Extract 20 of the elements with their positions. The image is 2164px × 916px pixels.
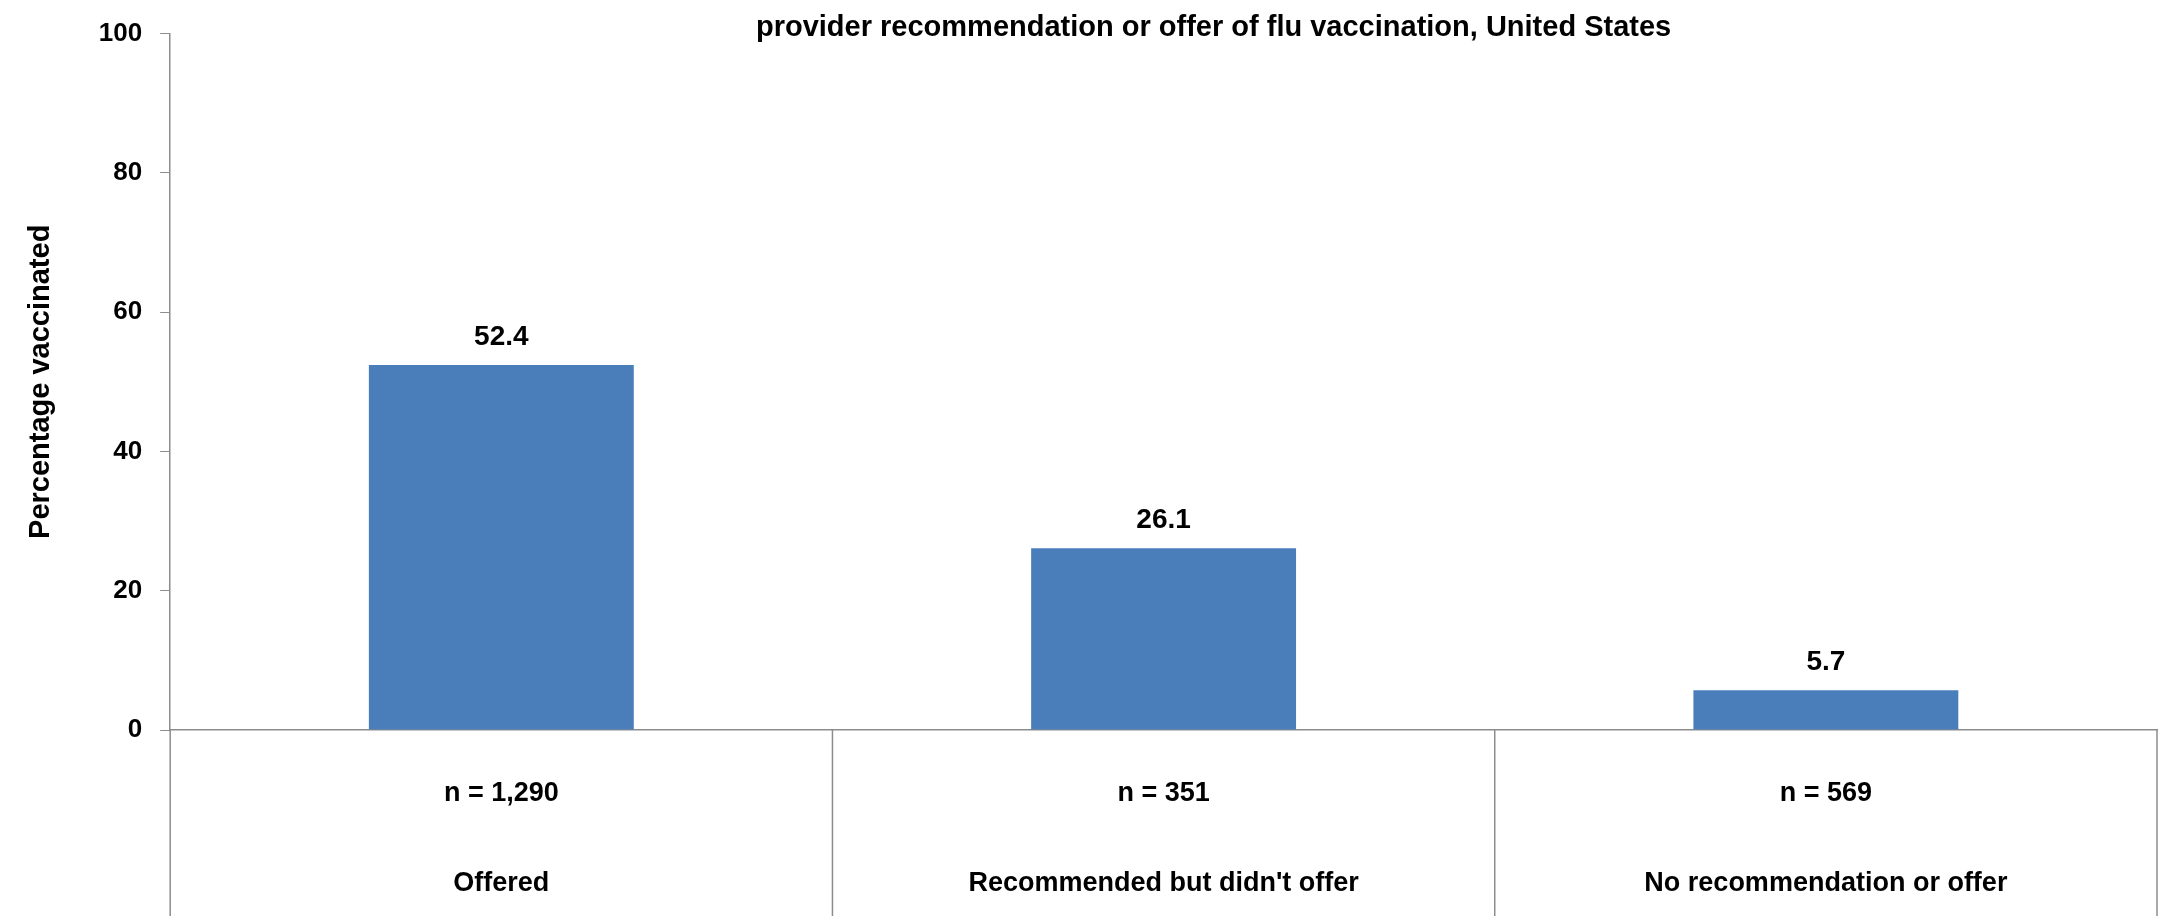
data-label: 52.4	[474, 319, 529, 351]
text: n = 1,290	[443, 777, 559, 808]
y-tick-label: 20	[113, 573, 143, 604]
text: n = 351	[1117, 777, 1210, 808]
y-tick-label: 40	[113, 434, 143, 465]
text: n = 569	[1779, 777, 1873, 808]
chart-title: provider recommendation or offer of flu vaccination, United States	[755, 10, 1672, 42]
y-tick-label: 0	[127, 713, 143, 744]
x-tick-label: No recommendation or offer	[1644, 867, 2008, 898]
data-label: 26.1	[1136, 502, 1191, 534]
y-axis-title: Percentage vaccinated	[23, 224, 56, 539]
y-tick-label: 100	[98, 16, 143, 47]
bar	[1031, 548, 1297, 730]
bar	[1693, 690, 1959, 730]
y-tick-label: 80	[113, 156, 143, 187]
data-label: 5.7	[1806, 645, 1846, 677]
bar	[368, 365, 634, 730]
y-tick-label: 60	[113, 295, 143, 326]
x-tick-label: Offered	[453, 867, 550, 898]
x-tick-label: Recommended but didn't offer	[968, 867, 1360, 898]
